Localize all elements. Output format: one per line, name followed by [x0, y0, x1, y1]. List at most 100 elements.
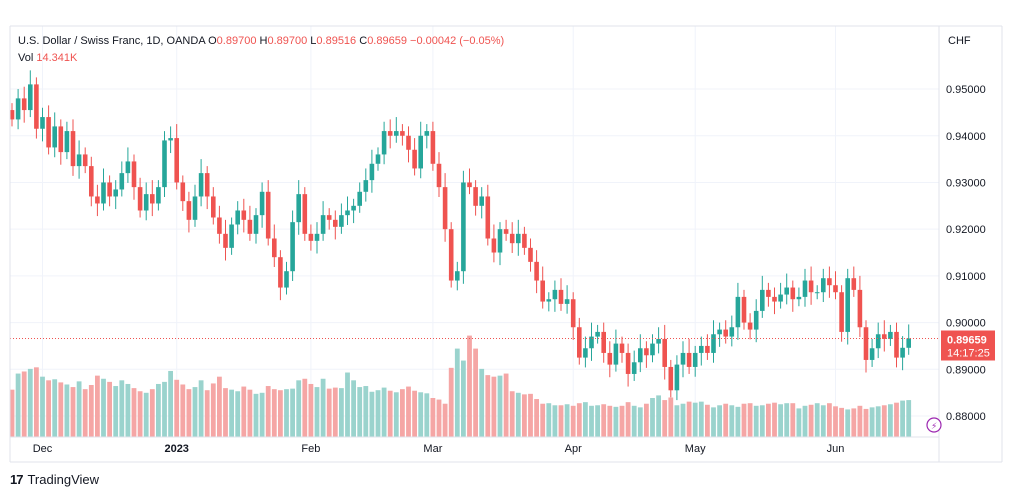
volume-bar: [692, 402, 698, 437]
candle-body: [601, 331, 606, 353]
candle-body: [540, 280, 545, 302]
volume-bar: [76, 381, 82, 437]
volume-bar: [552, 405, 558, 437]
candle-body: [869, 348, 875, 360]
volume-bar: [174, 379, 180, 437]
volume-bar: [308, 383, 314, 437]
volume-bar: [375, 390, 381, 437]
candle-body: [9, 110, 15, 120]
volume-bar: [723, 403, 729, 437]
volume-bar: [265, 386, 271, 437]
candle-body: [58, 126, 64, 153]
candle-body: [552, 289, 558, 300]
volume-bar: [363, 386, 369, 437]
axes: 0.95000 0.94000 0.93000 0.92000 0.91000 0.900…: [33, 84, 986, 455]
volume-bar: [418, 392, 424, 437]
candle-body: [845, 278, 850, 332]
candle-body: [46, 117, 51, 148]
candles: [9, 70, 939, 401]
candle-body: [857, 289, 863, 328]
volume-bar: [95, 375, 100, 437]
volume-bar: [448, 367, 454, 437]
volume-bar: [387, 390, 393, 437]
symbol-title[interactable]: U.S. Dollar / Swiss Franc, 1D, OANDA: [18, 35, 206, 47]
volume-bar: [204, 390, 210, 437]
volume-bar: [101, 378, 106, 437]
volume-bar: [698, 401, 704, 437]
candle-body: [15, 98, 21, 120]
volume-bar: [143, 392, 149, 437]
volume-bar: [223, 388, 228, 437]
volume-bar: [290, 388, 295, 437]
candle-body: [723, 329, 728, 337]
candle-body: [491, 238, 497, 253]
candle-body: [320, 215, 326, 234]
price-tick-label: 0.90000: [946, 318, 986, 330]
open-label: O: [208, 35, 217, 47]
candle-body: [461, 182, 466, 272]
candle-body: [192, 196, 198, 220]
candle-body: [168, 138, 173, 141]
candle-body: [95, 196, 100, 204]
volume-bar: [296, 380, 302, 437]
candle-body: [808, 280, 814, 293]
price-tick-label: 0.88000: [946, 411, 986, 423]
time-tick-label: Dec: [33, 443, 53, 455]
candle-body: [70, 131, 76, 167]
time-tick-label: 2023: [164, 443, 188, 455]
volume-bar: [247, 389, 253, 437]
volume-bar: [82, 389, 88, 437]
candle-body: [180, 182, 186, 202]
candle-body: [680, 352, 686, 365]
volume-bar: [717, 405, 722, 437]
volume-bar: [564, 404, 570, 437]
open-value: 0.89700: [216, 35, 257, 47]
candle-body: [296, 194, 301, 223]
candle-body: [284, 271, 289, 288]
volume-bar: [674, 405, 680, 437]
candle-body: [735, 296, 741, 328]
volume-bar: [34, 367, 39, 437]
volume-bar: [583, 402, 588, 437]
candle-body: [150, 194, 155, 204]
high-label: H: [259, 35, 268, 47]
candle-body: [430, 131, 436, 164]
candle-body: [363, 180, 369, 192]
candle-body: [851, 278, 857, 290]
candle-body: [692, 352, 698, 367]
lightning-icon[interactable]: [926, 417, 942, 433]
volume-bar: [570, 405, 576, 437]
volume-bar: [503, 373, 509, 437]
candle-body: [729, 327, 735, 337]
volume-bar: [485, 375, 491, 437]
candle-body: [265, 191, 271, 239]
volume-bar: [40, 376, 45, 437]
volume-bar: [686, 401, 692, 437]
volume-bar: [601, 404, 607, 437]
last-price-value: 0.89659: [947, 335, 987, 347]
candle-body: [40, 117, 45, 129]
candle-body: [394, 131, 399, 136]
go-to-realtime-button[interactable]: ⚡: [926, 417, 942, 433]
volume-bar: [393, 392, 399, 437]
volume-bar: [772, 402, 777, 437]
volume-bar: [827, 403, 832, 437]
volume-bar: [814, 403, 820, 437]
lightning-glyph: ⚡: [931, 422, 937, 432]
candle-body: [674, 364, 680, 391]
candle-body: [211, 196, 216, 218]
candle-body: [534, 261, 539, 281]
tradingview-logo[interactable]: 17 TradingView: [10, 472, 99, 487]
volume-bar: [9, 389, 15, 437]
candle-body: [253, 215, 259, 234]
volume-bar: [473, 348, 478, 437]
volume-bar: [400, 389, 405, 437]
volume-bar: [259, 392, 265, 437]
candle-body: [387, 131, 393, 136]
candle-body: [241, 210, 247, 220]
candle-body: [528, 247, 533, 262]
volume-bar: [192, 387, 198, 437]
candle-body: [900, 347, 905, 358]
candle-body: [290, 222, 295, 272]
